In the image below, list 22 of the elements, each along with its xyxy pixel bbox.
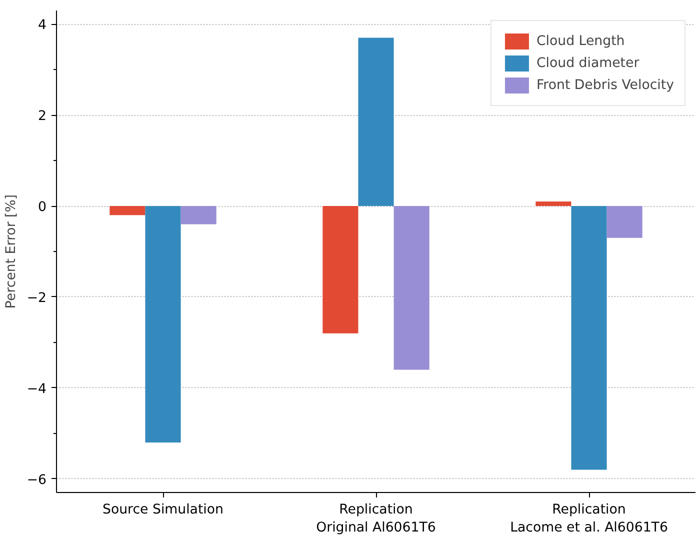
legend-label: Cloud Length	[536, 34, 625, 48]
y-tick-label: −2	[26, 290, 47, 306]
x-tick-label: Replication Lacome et al. Al6061T6	[510, 502, 668, 536]
bar	[536, 201, 572, 206]
bar	[145, 206, 181, 442]
y-axis-title: Percent Error [%]	[4, 194, 19, 309]
bar	[180, 206, 216, 224]
legend-label: Front Debris Velocity	[536, 78, 674, 92]
x-tick-label: Replication Original Al6061T6	[316, 502, 436, 536]
bar	[110, 206, 146, 216]
y-tick-label: −6	[26, 472, 47, 488]
y-tick-label: 2	[38, 109, 47, 124]
bar	[571, 206, 607, 470]
bar	[606, 206, 642, 238]
y-tick-label: 4	[38, 18, 47, 34]
bar	[358, 38, 394, 206]
x-tick-label: Source Simulation	[102, 502, 224, 518]
bar	[394, 206, 430, 370]
y-tick-label: 0	[38, 200, 47, 216]
y-tick-label: −4	[26, 382, 47, 397]
legend-label: Cloud diameter	[536, 56, 640, 70]
bar	[322, 206, 358, 334]
